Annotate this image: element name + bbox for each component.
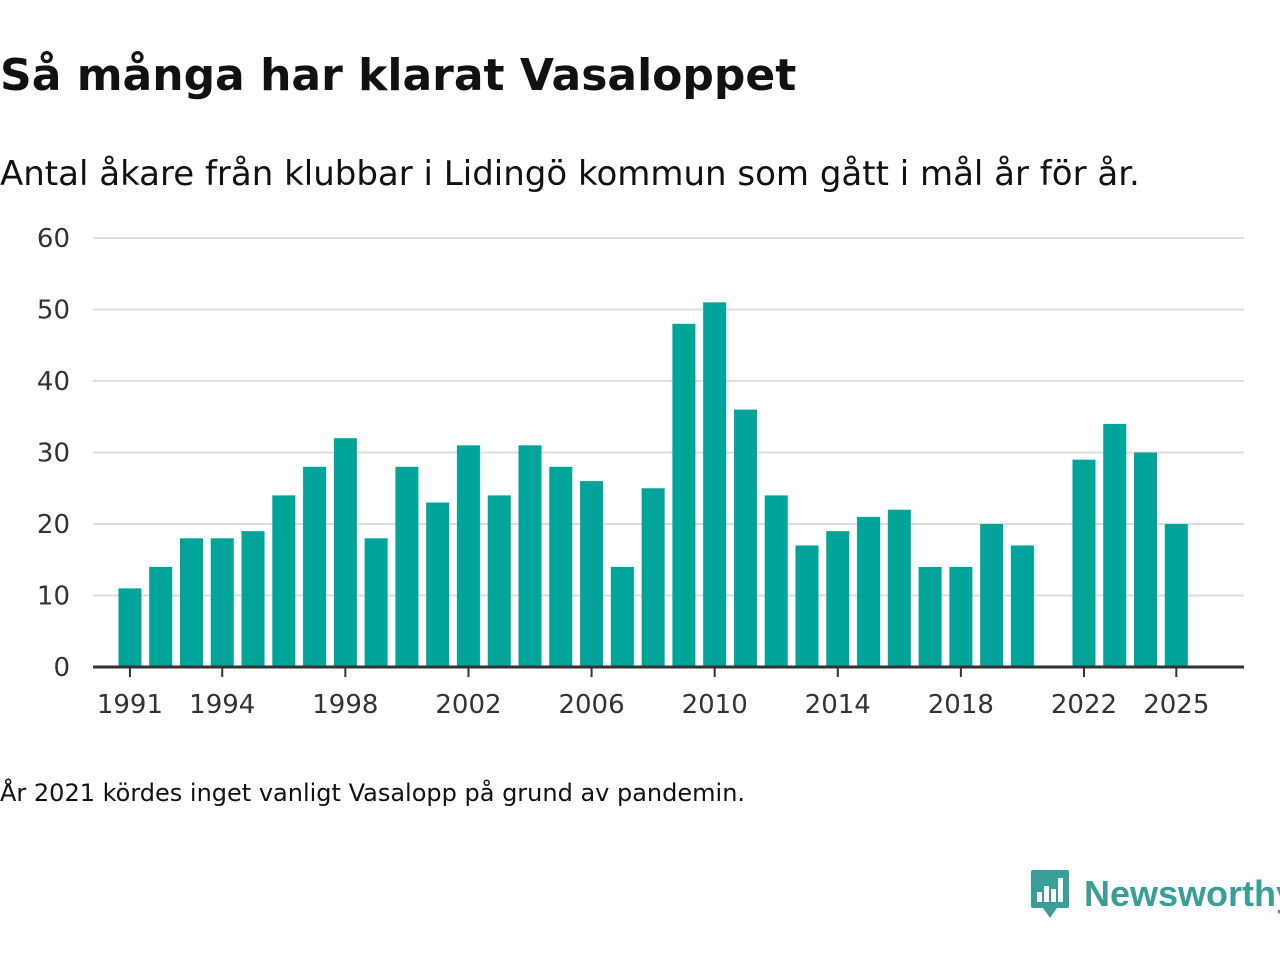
y-tick-label: 40 bbox=[37, 367, 70, 397]
y-tick-label: 50 bbox=[37, 296, 70, 326]
bars bbox=[118, 302, 1188, 667]
chart-title: Så många har klarat Vasaloppet bbox=[0, 50, 797, 101]
bar-2007 bbox=[610, 566, 634, 667]
brand-name: Newsworthy bbox=[1084, 873, 1280, 914]
x-tick-label: 2022 bbox=[1051, 690, 1117, 720]
x-tick-label: 2025 bbox=[1143, 690, 1209, 720]
bar-2019 bbox=[980, 524, 1004, 667]
bar-1993 bbox=[179, 538, 203, 667]
bar-1996 bbox=[272, 495, 296, 667]
bar-2004 bbox=[518, 445, 542, 667]
bar-2009 bbox=[672, 323, 696, 667]
bar-1997 bbox=[303, 466, 327, 667]
x-tick-label: 1994 bbox=[189, 690, 255, 720]
chart-subtitle: Antal åkare från klubbar i Lidingö kommu… bbox=[0, 154, 1140, 194]
bar-2012 bbox=[764, 495, 788, 667]
bar-chart: 0 10 20 30 40 50 60 1991 1994 1998 2002 2006 2010 20… bbox=[37, 224, 1244, 720]
bar-2002 bbox=[456, 445, 480, 667]
bar-2023 bbox=[1103, 423, 1127, 667]
y-tick-label: 30 bbox=[37, 439, 70, 469]
x-tick-label: 2006 bbox=[558, 690, 624, 720]
bar-2008 bbox=[641, 488, 665, 667]
x-tick-label: 2010 bbox=[682, 690, 748, 720]
gridlines bbox=[93, 237, 1244, 597]
y-tick-label: 60 bbox=[37, 224, 70, 254]
bar-1999 bbox=[364, 538, 388, 667]
x-axis-ticks: 1991 1994 1998 2002 2006 2010 2014 2018 2022 2025 bbox=[97, 667, 1209, 720]
bar-2025 bbox=[1164, 524, 1188, 667]
bar-2010 bbox=[703, 302, 727, 667]
x-tick-label: 1998 bbox=[312, 690, 378, 720]
bar-2024 bbox=[1134, 452, 1158, 667]
footnote: År 2021 kördes inget vanligt Vasalopp på… bbox=[0, 779, 746, 807]
bar-2005 bbox=[549, 466, 573, 667]
bar-1994 bbox=[210, 538, 234, 667]
bar-2003 bbox=[487, 495, 511, 667]
x-tick-label: 2014 bbox=[805, 690, 871, 720]
y-tick-label: 0 bbox=[53, 653, 70, 683]
y-axis-ticks: 0 10 20 30 40 50 60 bbox=[37, 224, 70, 683]
bar-2011 bbox=[733, 409, 757, 667]
bar-2020 bbox=[1010, 545, 1034, 667]
bar-2016 bbox=[887, 509, 911, 667]
bar-1991 bbox=[118, 588, 142, 667]
y-tick-label: 10 bbox=[37, 582, 70, 612]
x-tick-label: 1991 bbox=[97, 690, 163, 720]
bar-2017 bbox=[918, 566, 942, 667]
bar-2018 bbox=[949, 566, 973, 667]
bar-2015 bbox=[857, 516, 881, 667]
bar-1992 bbox=[149, 566, 173, 667]
bar-2006 bbox=[580, 481, 604, 667]
y-tick-label: 20 bbox=[37, 510, 70, 540]
chart-bubble-icon bbox=[1031, 870, 1069, 918]
x-tick-label: 2018 bbox=[928, 690, 994, 720]
bar-2001 bbox=[426, 502, 450, 667]
bar-2014 bbox=[826, 531, 850, 667]
bar-1998 bbox=[333, 438, 357, 667]
bar-1995 bbox=[241, 531, 265, 667]
brand-logo: Newsworthy bbox=[1030, 866, 1280, 922]
bar-2013 bbox=[795, 545, 819, 667]
bar-2022 bbox=[1072, 459, 1096, 667]
x-tick-label: 2002 bbox=[435, 690, 501, 720]
bar-2000 bbox=[395, 466, 419, 667]
